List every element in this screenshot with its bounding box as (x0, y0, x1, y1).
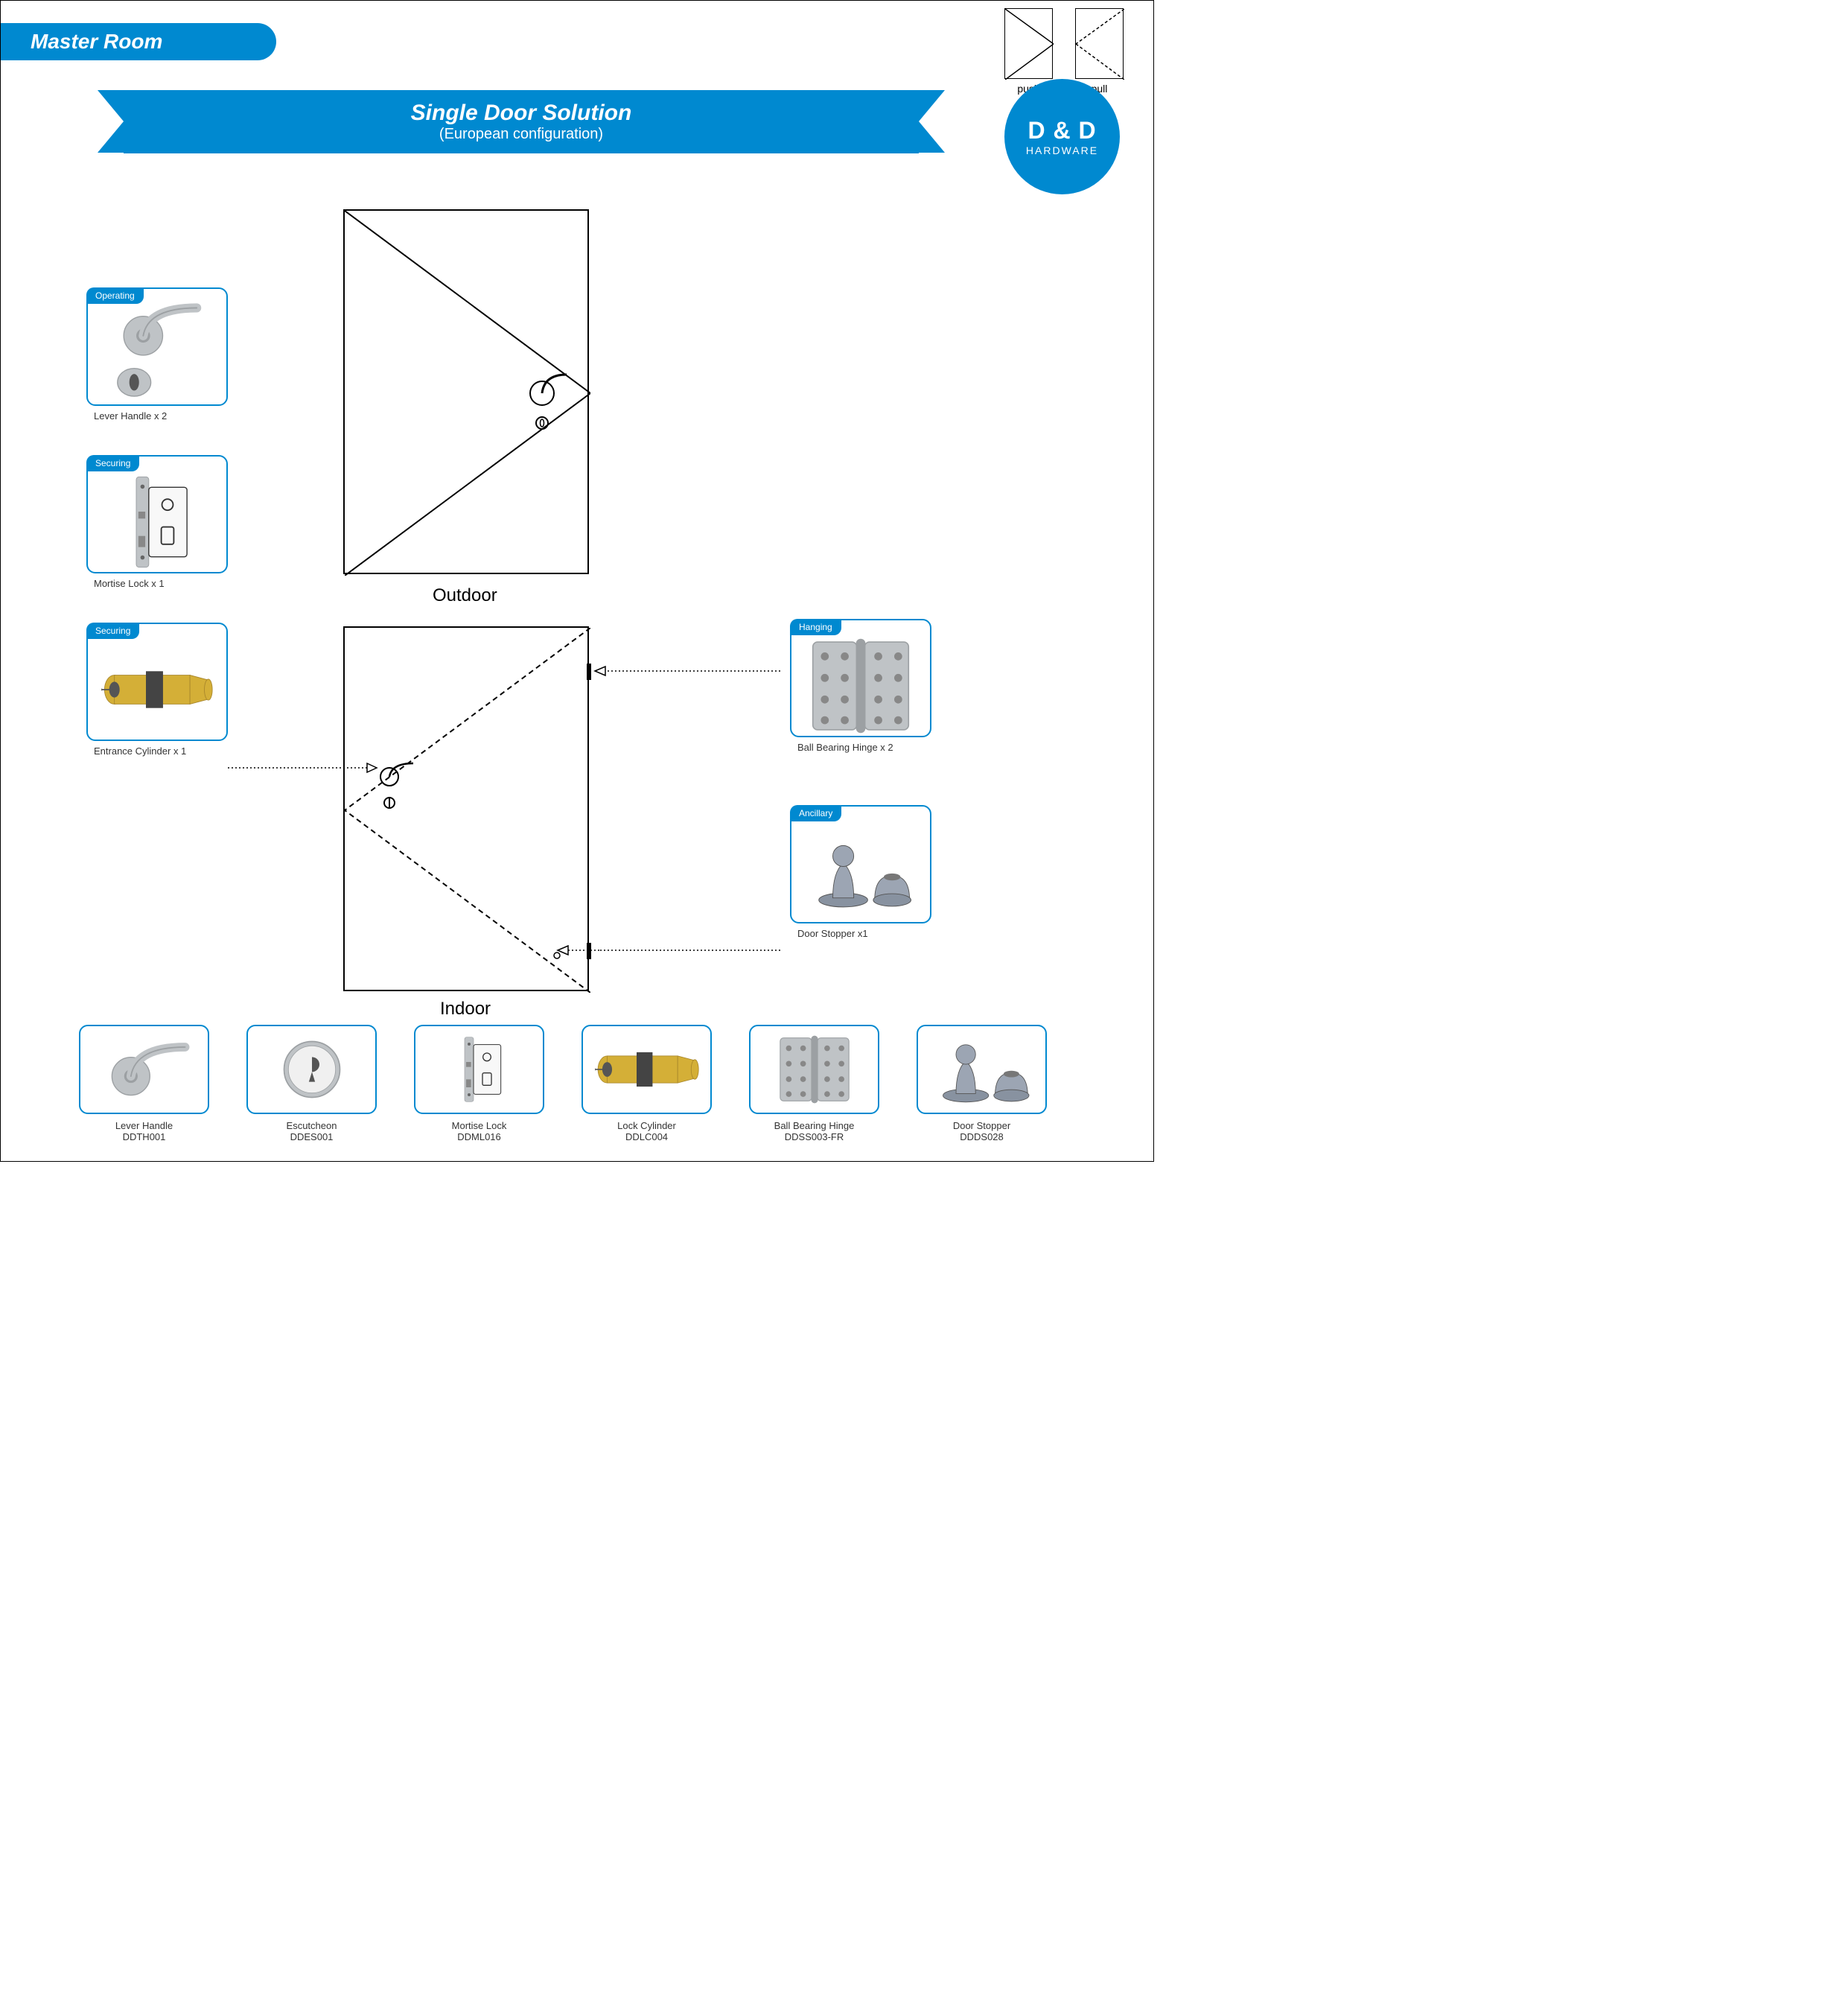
bottom-code: DDTH001 (79, 1131, 209, 1142)
bottom-name: Ball Bearing Hinge (749, 1120, 879, 1131)
hinge-icon (791, 620, 930, 736)
bottom-name: Lever Handle (79, 1120, 209, 1131)
product-card-mortise: Securing Mortise Lock x 1 (86, 455, 228, 573)
card-tag: Operating (86, 287, 144, 304)
logo-main: D & D (1027, 117, 1096, 144)
product-card-hinge: Hanging Ball Bearing Hinge x 2 (790, 619, 931, 737)
lever-only-icon (79, 1025, 209, 1114)
hinge-mark-bot (587, 943, 591, 959)
bottom-card: Lever Handle DDTH001 (79, 1025, 209, 1142)
card-label: Mortise Lock x 1 (88, 572, 165, 589)
bottom-row: Lever Handle DDTH001 Escutcheon DDES001 … (79, 1025, 1047, 1142)
cylinder-icon (88, 624, 226, 740)
escutcheon-icon (246, 1025, 377, 1114)
bottom-name: Lock Cylinder (582, 1120, 712, 1131)
pull-door-icon (1075, 8, 1124, 79)
hinge-icon (749, 1025, 879, 1114)
mortise-icon (88, 457, 226, 572)
bottom-code: DDLC004 (582, 1131, 712, 1142)
banner-subtitle: (European configuration) (439, 126, 603, 143)
outdoor-label: Outdoor (433, 585, 497, 606)
stopper-icon (791, 807, 930, 922)
card-tag: Securing (86, 455, 139, 471)
hinge-mark-top (587, 664, 591, 680)
door-outdoor (343, 209, 589, 574)
bottom-card: Door Stopper DDDS028 (917, 1025, 1047, 1142)
page: Master Room push pull Single Door Soluti… (0, 0, 1154, 1162)
card-label: Lever Handle x 2 (88, 404, 167, 422)
lever-icon (88, 289, 226, 404)
bottom-name: Escutcheon (246, 1120, 377, 1131)
card-tag: Securing (86, 623, 139, 639)
card-label: Door Stopper x1 (791, 922, 868, 939)
product-card-lever: Operating Lever Handle x 2 (86, 287, 228, 406)
bottom-card: Escutcheon DDES001 (246, 1025, 377, 1142)
cylinder-icon (582, 1025, 712, 1114)
bottom-card: Lock Cylinder DDLC004 (582, 1025, 712, 1142)
banner: Single Door Solution (European configura… (98, 90, 945, 153)
bottom-name: Door Stopper (917, 1120, 1047, 1131)
bottom-name: Mortise Lock (414, 1120, 544, 1131)
card-tag: Ancillary (790, 805, 841, 821)
card-label: Entrance Cylinder x 1 (88, 740, 186, 757)
logo-sub: HARDWARE (1026, 144, 1098, 156)
header-title: Master Room (31, 30, 162, 54)
logo: D & D HARDWARE (1004, 79, 1120, 194)
bottom-code: DDDS028 (917, 1131, 1047, 1142)
bottom-code: DDES001 (246, 1131, 377, 1142)
card-tag: Hanging (790, 619, 841, 635)
indoor-label: Indoor (440, 999, 491, 1020)
header-bar: Master Room (1, 23, 276, 60)
door-indoor (343, 626, 589, 991)
bottom-code: DDSS003-FR (749, 1131, 879, 1142)
card-label: Ball Bearing Hinge x 2 (791, 736, 893, 753)
stopper-icon (917, 1025, 1047, 1114)
banner-title: Single Door Solution (411, 101, 632, 126)
mortise-icon (414, 1025, 544, 1114)
bottom-card: Ball Bearing Hinge DDSS003-FR (749, 1025, 879, 1142)
bottom-code: DDML016 (414, 1131, 544, 1142)
push-door-icon (1004, 8, 1053, 79)
product-card-stopper: Ancillary Door Stopper x1 (790, 805, 931, 923)
bottom-card: Mortise Lock DDML016 (414, 1025, 544, 1142)
pull-box: pull (1075, 8, 1124, 95)
product-card-cylinder: Securing Entrance Cylinder x 1 (86, 623, 228, 741)
